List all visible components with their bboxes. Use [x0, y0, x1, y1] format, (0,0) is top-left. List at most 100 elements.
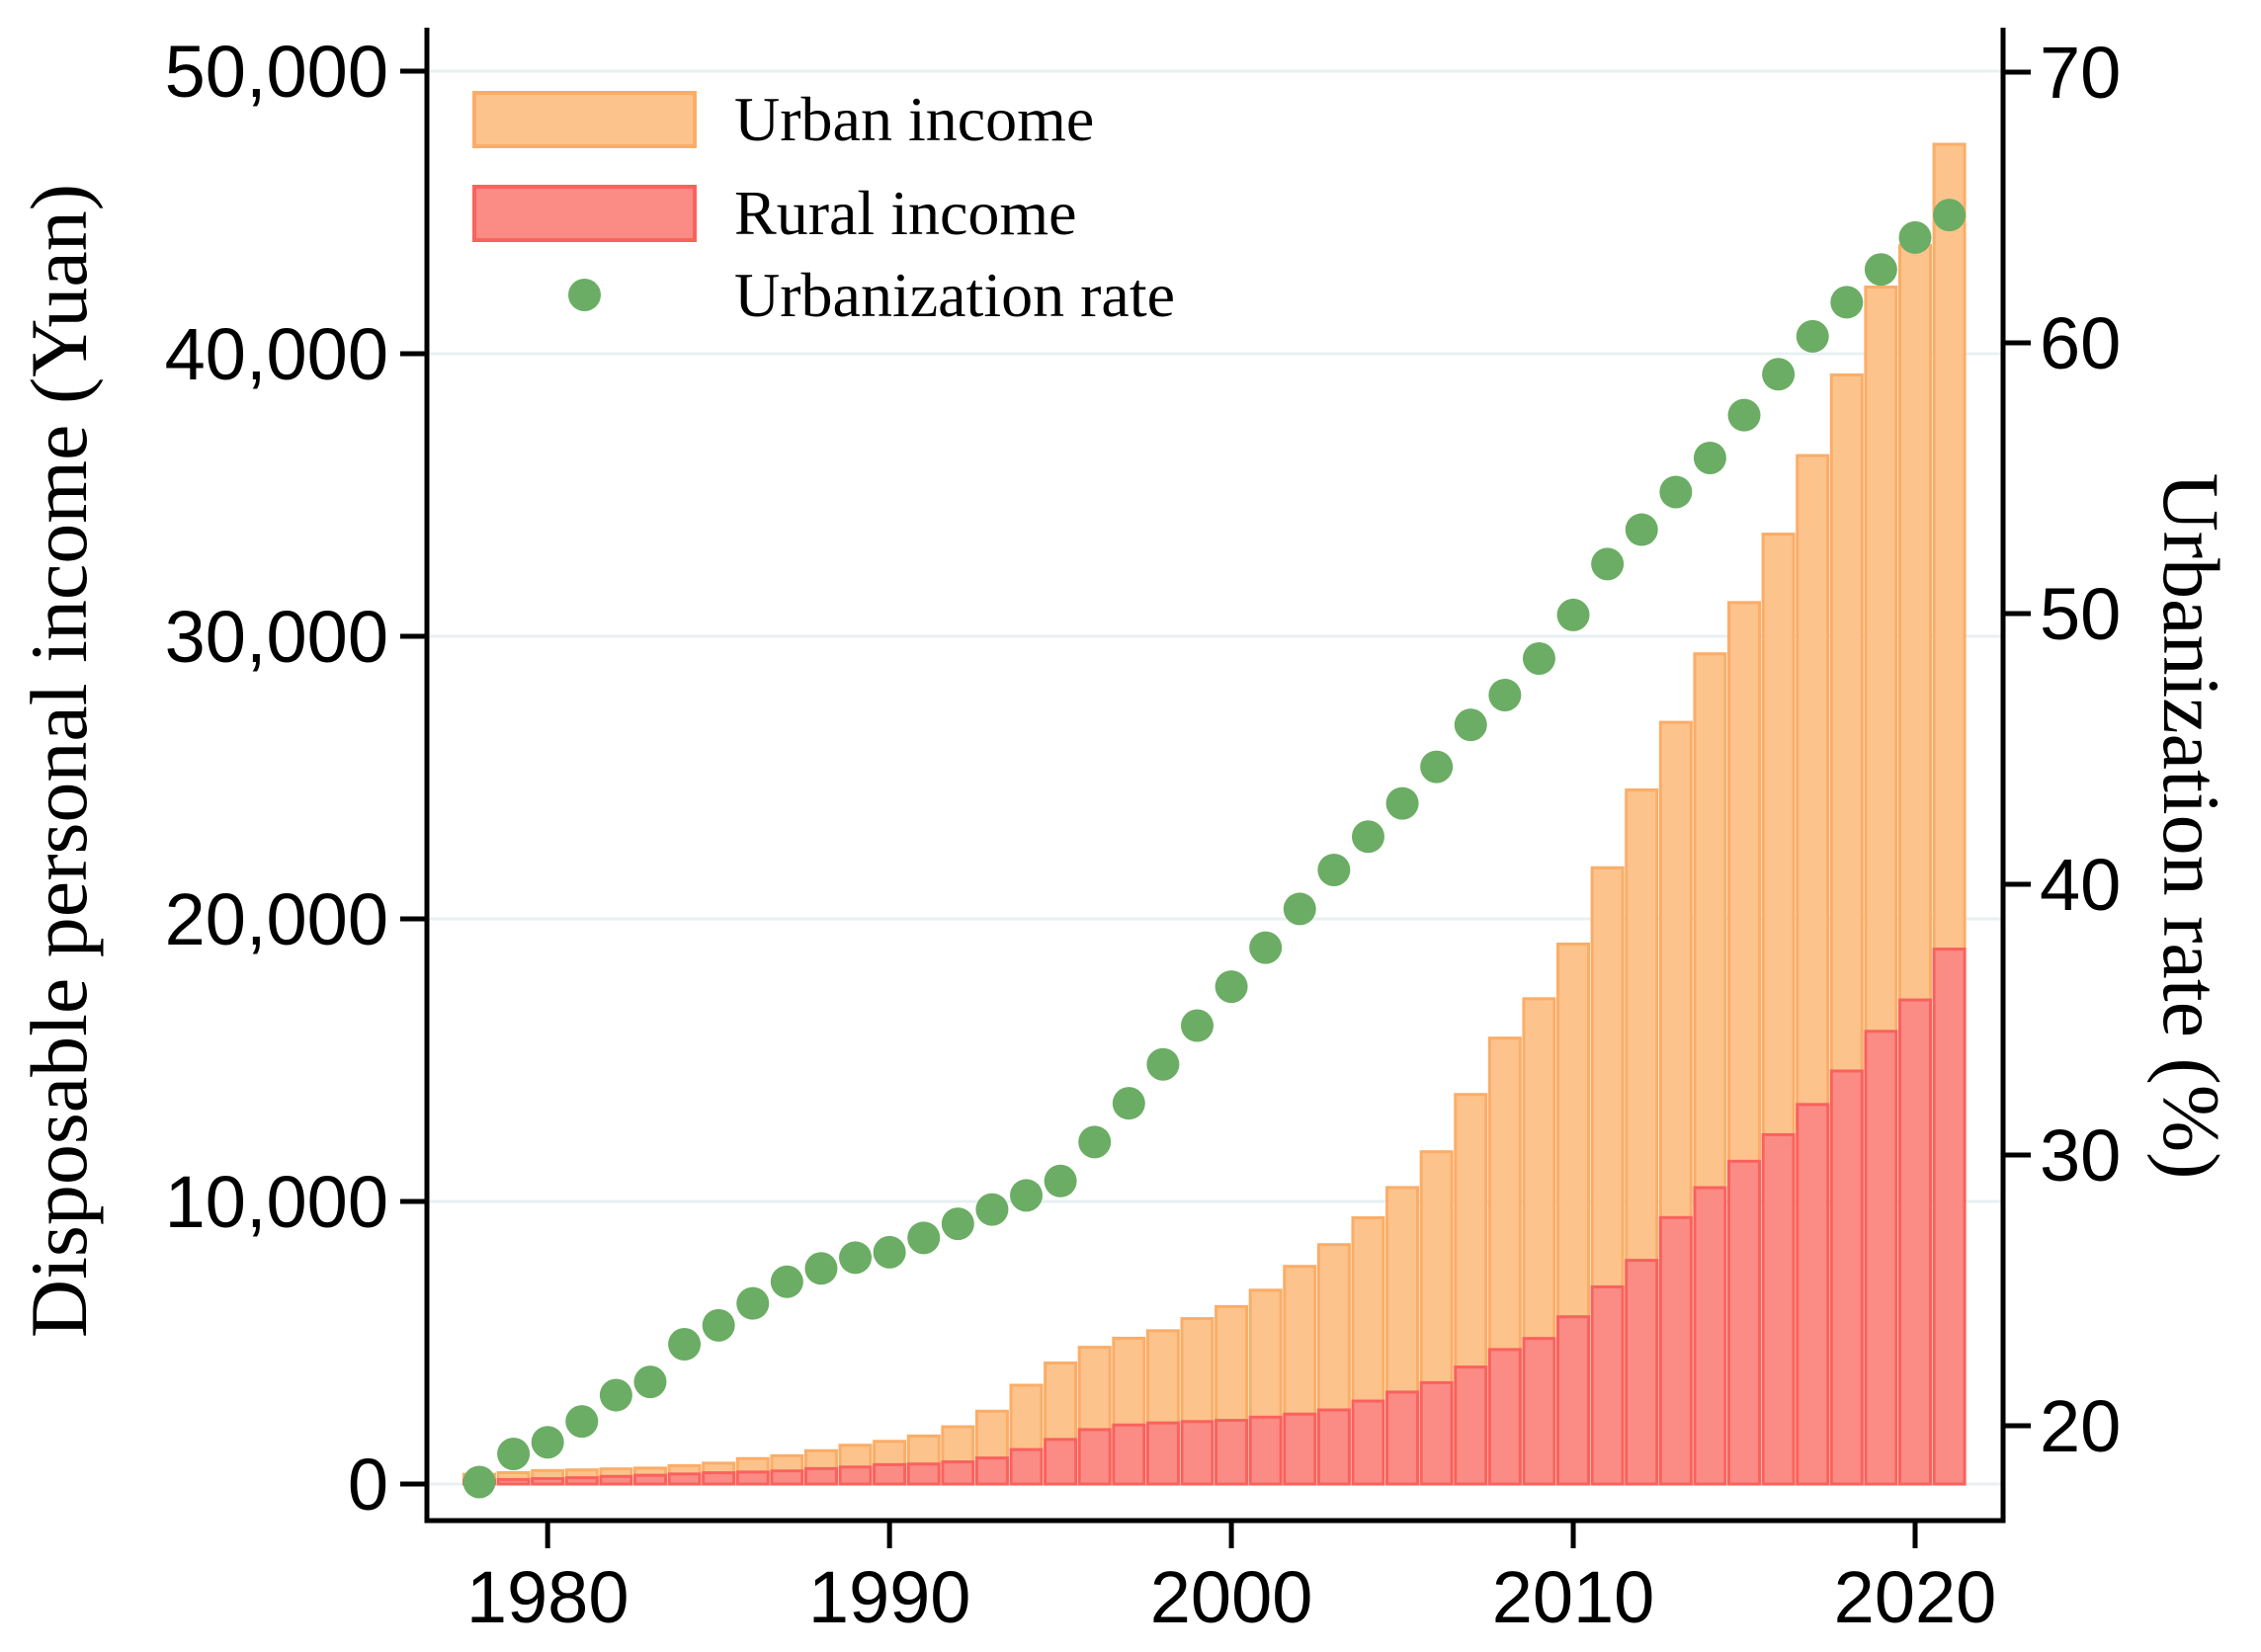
urbanization-rate-dot: [497, 1437, 531, 1470]
urbanization-rate-dot: [975, 1193, 1009, 1226]
rural-income-bar: [735, 1470, 770, 1486]
urbanization-rate-dot: [1078, 1125, 1112, 1159]
rural-income-bar: [1351, 1399, 1385, 1486]
urbanization-rate-dot: [1146, 1047, 1180, 1081]
x-axis-tick-label: 1980: [466, 1556, 629, 1638]
rural-income-bar: [632, 1473, 667, 1486]
urbanization-rate-dot: [1112, 1087, 1145, 1120]
urbanization-rate-dot: [1693, 441, 1726, 474]
rural-income-bar: [1625, 1259, 1659, 1486]
urbanization-rate-dot: [1727, 398, 1761, 432]
left-axis-tick-label: 30,000: [165, 596, 388, 678]
urbanization-rate-dot: [1522, 641, 1555, 675]
urbanization-rate-dot: [1625, 513, 1658, 546]
right-axis-tick-label: 20: [2040, 1385, 2121, 1467]
left-axis-tick-label: 50,000: [165, 31, 388, 113]
urbanization-rate-dot: [1591, 547, 1625, 581]
urbanization-rate-dot: [1283, 892, 1316, 926]
rural-income-bar: [1454, 1365, 1488, 1486]
urbanization-rate-dot: [1796, 319, 1829, 353]
rural-income-legend-swatch: [472, 185, 697, 242]
left-axis-tick-label: 10,000: [165, 1161, 388, 1243]
urbanization-rate-dot: [633, 1365, 667, 1399]
rural-income-bar: [1864, 1030, 1898, 1486]
urbanization-rate-dot: [839, 1241, 873, 1275]
rural-income-bar: [1658, 1215, 1693, 1486]
urbanization-rate-dot: [941, 1207, 974, 1241]
urbanization-rate-dot: [1762, 358, 1796, 391]
rural-income-bar: [1316, 1408, 1351, 1486]
rural-income-bar: [1077, 1428, 1112, 1486]
right-axis-tick-label: 50: [2040, 573, 2121, 655]
rural-income-bar: [1419, 1380, 1454, 1486]
rural-income-bar: [1009, 1447, 1044, 1486]
x-axis-tick-label: 2000: [1150, 1556, 1313, 1638]
urbanization-rate-dot: [1249, 931, 1283, 964]
rural-income-bar: [1214, 1419, 1249, 1486]
right-axis-tick-label: 30: [2040, 1115, 2121, 1197]
urbanization-rate-dot: [668, 1328, 702, 1362]
urbanization-rate-dot: [804, 1252, 838, 1285]
rural-income-bar: [531, 1477, 565, 1486]
urbanization-rate-dot: [599, 1378, 632, 1412]
left-axis-title: Disposable personal income (Yuan): [14, 183, 104, 1339]
rural-income-bar: [599, 1474, 633, 1486]
rural-income-bar: [496, 1477, 531, 1486]
urban-income-legend-label: Urban income: [734, 84, 1095, 154]
rural-income-bar: [941, 1460, 975, 1486]
rural-income-bar: [1145, 1421, 1180, 1486]
x-axis-tick-label: 2020: [1834, 1556, 1997, 1638]
urbanization-rate-dot: [1488, 678, 1522, 711]
rural-income-bar: [1932, 948, 1967, 1486]
rural-income-bar: [1796, 1103, 1830, 1486]
urbanization-rate-dot: [873, 1235, 906, 1269]
rural-income-bar: [1693, 1186, 1727, 1486]
urbanization-rate-dot: [1830, 286, 1864, 319]
urbanization-rate-dot: [1659, 475, 1693, 509]
rural-income-bar: [1761, 1132, 1796, 1486]
rural-income-bar: [803, 1466, 838, 1486]
urbanization-rate-dot: [1385, 786, 1419, 820]
right-axis-tick-label: 60: [2040, 302, 2121, 384]
x-axis-tick-label: 1990: [808, 1556, 971, 1638]
right-axis-tick-label: 40: [2040, 844, 2121, 926]
rural-income-bar: [702, 1471, 736, 1486]
urbanization-rate-dot: [907, 1221, 941, 1255]
rural-income-bar: [1180, 1420, 1214, 1486]
rural-income-bar: [906, 1462, 941, 1486]
urbanization-rate-dot: [1933, 199, 1967, 232]
rural-income-bar: [1727, 1159, 1762, 1486]
rural-income-bar: [1044, 1438, 1078, 1486]
legend: Urban income Rural income Urbanization r…: [472, 84, 1263, 348]
rural-income-bar: [974, 1456, 1009, 1486]
urbanization-rate-dot: [1454, 708, 1487, 742]
rural-income-bar: [1522, 1337, 1556, 1486]
rural-income-bar: [1897, 998, 1932, 1486]
urbanization-rate-dot: [1420, 750, 1454, 784]
urbanization-rate-dot: [1180, 1009, 1214, 1042]
left-axis-tick-label: 40,000: [165, 313, 388, 395]
urbanization-rate-legend-label: Urbanization rate: [734, 260, 1175, 330]
rural-income-bar: [1248, 1415, 1283, 1486]
left-axis-tick-label: 0: [348, 1444, 388, 1526]
x-axis-tick-label: 2010: [1492, 1556, 1655, 1638]
urbanization-rate-dot: [1351, 820, 1384, 854]
rural-income-bar: [1556, 1315, 1591, 1486]
urbanization-rate-dot: [565, 1405, 599, 1439]
urbanization-rate-dot: [702, 1308, 735, 1342]
urbanization-rate-dot: [736, 1286, 770, 1320]
rural-income-bar: [770, 1469, 804, 1486]
urban-income-legend-swatch: [472, 91, 697, 148]
urbanization-rate-dot: [1556, 598, 1590, 631]
rural-income-bar: [1283, 1412, 1317, 1486]
right-axis-tick-label: 70: [2040, 32, 2121, 114]
urbanization-rate-dot: [1317, 853, 1351, 886]
rural-income-bar: [1829, 1069, 1864, 1486]
rural-income-bar: [667, 1472, 702, 1486]
rural-income-bar: [873, 1462, 907, 1486]
rural-income-bar: [1590, 1284, 1625, 1486]
urbanization-rate-dot: [1010, 1179, 1044, 1212]
rural-income-bar: [1487, 1348, 1522, 1486]
